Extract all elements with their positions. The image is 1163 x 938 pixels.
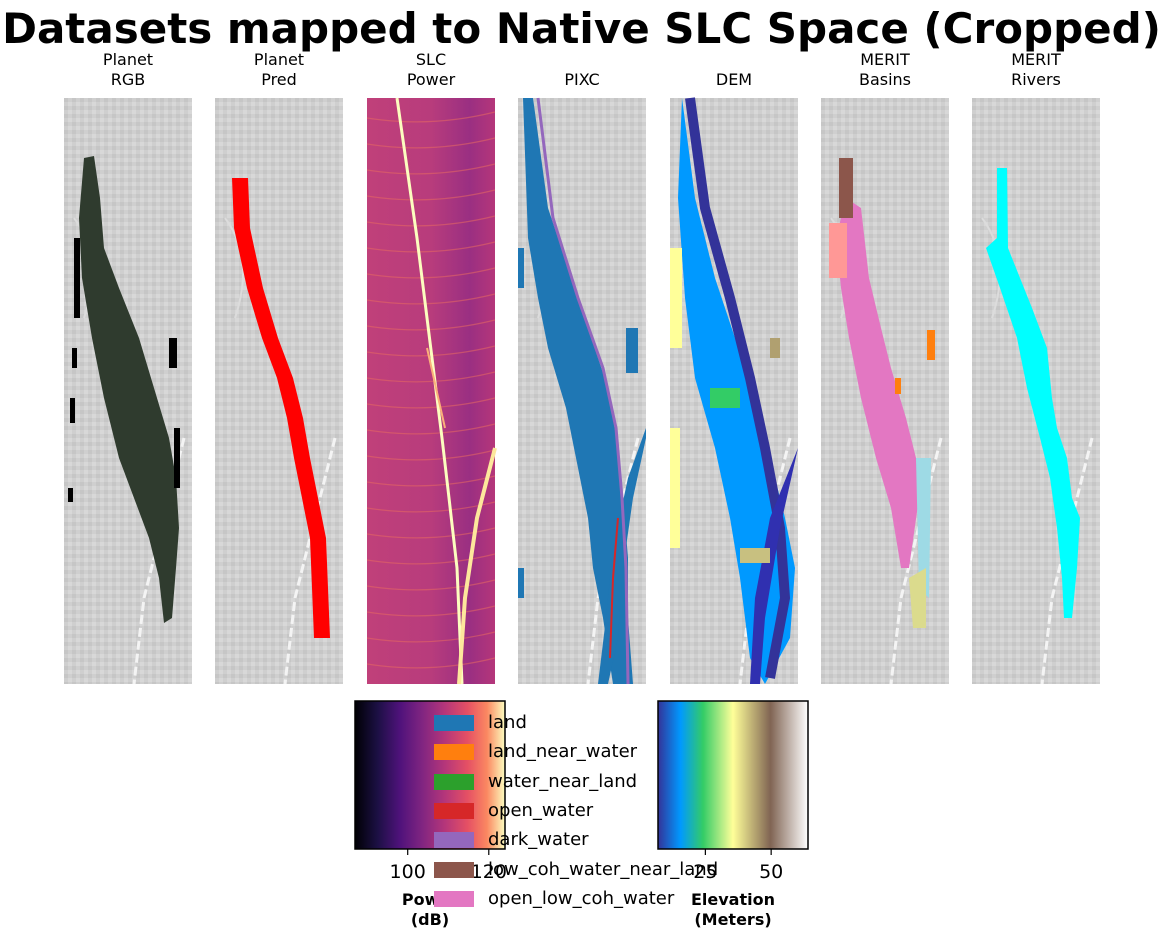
legend-label: land_near_water <box>488 741 638 763</box>
planet-rgb-panel-title: Planet RGB <box>102 50 154 89</box>
figure-title: Datasets mapped to Native SLC Space (Cro… <box>2 4 1161 53</box>
power-colorbar <box>354 700 506 855</box>
dem-elevation <box>670 97 798 684</box>
merit-basins-panel-title: MERIT Basins <box>858 50 912 89</box>
slc-power-image <box>366 97 497 685</box>
legend-label: dark_water <box>488 829 589 851</box>
power-tick-label: 120 <box>470 861 507 883</box>
planet-rgb-mask <box>68 156 180 623</box>
legend-swatch <box>434 715 474 731</box>
legend-swatch <box>434 861 474 878</box>
legend-label: open_water <box>488 799 594 821</box>
slc-power-panel-title: SLC Power <box>406 50 456 89</box>
legend-swatch <box>434 832 474 849</box>
pixc-classes <box>518 97 646 685</box>
legend-label: land <box>488 712 527 733</box>
elevation-colorbar-label: Elevation (Meters) <box>690 890 775 929</box>
power-tick-label: 100 <box>389 861 426 883</box>
merit-rivers-mask <box>986 168 1080 618</box>
legend-label: water_near_land <box>488 770 638 792</box>
merit-basins-mask <box>829 158 935 628</box>
merit-rivers-panel-title: MERIT Rivers <box>1011 50 1061 89</box>
legend-swatch <box>434 744 474 761</box>
legend-label: low_coh_water_near_land <box>488 858 719 880</box>
dem-panel-title: DEM <box>715 70 753 89</box>
elevation-tick-label: 50 <box>759 861 784 883</box>
legend-swatch <box>434 773 474 790</box>
pixc-panel-title: PIXC <box>564 70 600 89</box>
planet-pred-mask <box>232 178 330 638</box>
legend-swatch <box>434 802 474 819</box>
planet-pred-panel-title: Planet Pred <box>253 50 305 89</box>
elevation-tick-label: 25 <box>693 861 718 883</box>
legend-swatch <box>434 890 474 907</box>
power-colorbar-label: Power (dB) <box>401 890 459 929</box>
legend-label: open_low_coh_water <box>488 887 675 909</box>
elevation-colorbar <box>657 700 809 855</box>
